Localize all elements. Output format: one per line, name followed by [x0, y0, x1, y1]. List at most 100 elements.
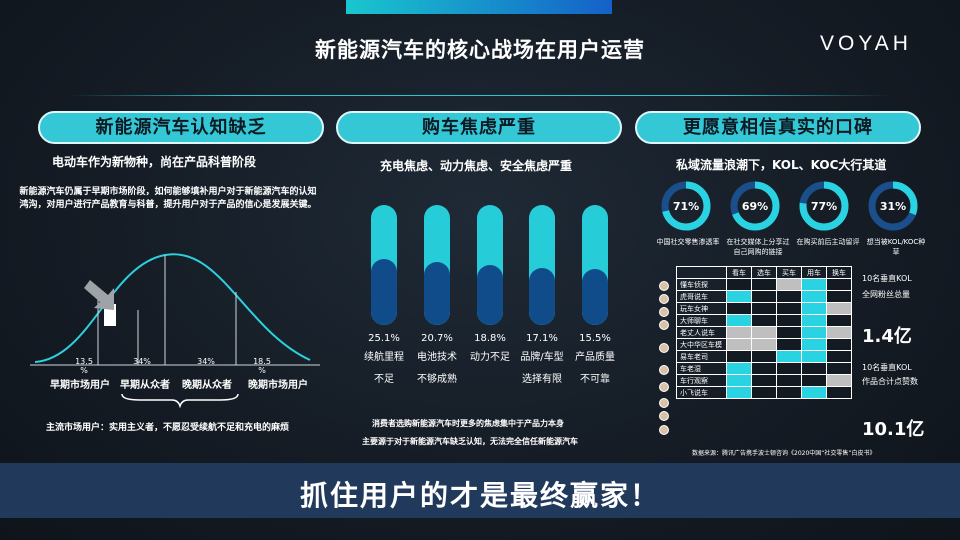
- kol-name: 车行观察: [676, 374, 727, 387]
- avatar: [659, 320, 669, 330]
- matrix-cell: [826, 374, 852, 387]
- pill-purchase-anxiety: 购车焦虑严重: [336, 111, 622, 144]
- matrix-cell: [826, 302, 852, 315]
- donut-label: 在购买前后主动留评: [796, 238, 860, 246]
- donut-value: 77%: [811, 200, 837, 213]
- segment-late-majority: 晚期从众者: [182, 380, 232, 391]
- avatar: [659, 343, 669, 353]
- matrix-cell: [801, 350, 827, 363]
- matrix-cell: [726, 302, 752, 315]
- capsule-value: 25.1%: [368, 333, 400, 344]
- matrix-cell: [751, 386, 777, 399]
- donut-arc: [661, 181, 711, 231]
- matrix-row: 虎哥说车: [676, 290, 852, 303]
- matrix-cell: [801, 374, 827, 387]
- matrix-cell: [776, 374, 802, 387]
- capsule-label: 不可靠: [580, 374, 610, 385]
- majority-brace: [121, 393, 239, 408]
- donut-value: 31%: [880, 200, 906, 213]
- pct-late-majority: 34%: [197, 357, 215, 366]
- kol-likes-line1: 10名垂直KOL: [862, 363, 912, 372]
- matrix-cell: [726, 290, 752, 303]
- avatar: [659, 411, 669, 421]
- avatar: [659, 281, 669, 291]
- kol-fans-value: 1.4亿: [862, 326, 912, 347]
- matrix-cell: [826, 338, 852, 351]
- kol-name: 易车老司: [676, 350, 727, 363]
- avatar: [659, 294, 669, 304]
- matrix-cell: [776, 290, 802, 303]
- kol-likes-line2: 作品合计点赞数: [862, 377, 918, 386]
- matrix-cell: [726, 278, 752, 291]
- donut-label: 中国社交零售渗透率: [656, 238, 720, 246]
- matrix-cell: [801, 278, 827, 291]
- donut-arc: [730, 181, 780, 231]
- matrix-cell: [751, 314, 777, 327]
- donut-arc: [868, 181, 918, 231]
- capsule-quality: [582, 205, 608, 325]
- voyah-logo: VOYAH: [820, 32, 912, 55]
- capsule-label: 产品质量: [575, 352, 615, 363]
- pct-early-majority: 34%: [133, 357, 151, 366]
- pill-word-of-mouth: 更愿意相信真实的口碑: [635, 111, 921, 144]
- kol-name: 懂车侦探: [676, 278, 727, 291]
- capsule-label: 电池技术: [417, 352, 457, 363]
- capsule-label: 续航里程: [364, 352, 404, 363]
- capsule-label: 不足: [374, 374, 394, 385]
- capsule-brand: [529, 205, 555, 325]
- matrix-header: 选车: [751, 266, 777, 279]
- matrix-row: 大师聊车: [676, 314, 852, 327]
- matrix-row: 大中华区车模: [676, 338, 852, 351]
- capsule-value: 15.5%: [579, 333, 611, 344]
- matrix-cell: [826, 326, 852, 339]
- capsule-power: [477, 205, 503, 325]
- capsule-label: 品牌/车型: [520, 352, 564, 363]
- kol-name: 车老湿: [676, 362, 727, 375]
- col2-note-1: 消费者选购新能源汽车时更多的焦虑集中于产品力本身: [372, 419, 564, 428]
- matrix-cell: [726, 326, 752, 339]
- avatar: [659, 365, 669, 375]
- matrix-cell: [726, 338, 752, 351]
- col2-subhead: 充电焦虑、动力焦虑、安全焦虑严重: [380, 159, 573, 173]
- matrix-cell: [751, 350, 777, 363]
- kol-stage-matrix: 看车 选车 买车 用车 换车 懂车侦探 虎哥说车 玩车女神 大师聊车 老丈人说车 大中华区…: [676, 266, 852, 399]
- avatar: [659, 398, 669, 408]
- capsule-label: 选择有限: [522, 374, 562, 385]
- donut-row: 71% 69% 77% 31%: [661, 181, 918, 231]
- donut-label: 想当被KOL/KOC种草: [866, 238, 926, 256]
- matrix-cell: [726, 350, 752, 363]
- matrix-row: 车老湿: [676, 362, 852, 375]
- donut-label: 在社交媒体上分享过自己网购的链接: [726, 238, 790, 256]
- segment-early-majority: 早期从众者: [120, 380, 170, 391]
- matrix-cell: [801, 362, 827, 375]
- adoption-bell-curve: [30, 253, 320, 366]
- capsule-value: 17.1%: [526, 333, 558, 344]
- donut-value: 71%: [673, 200, 699, 213]
- capsule-label: 动力不足: [470, 352, 510, 363]
- segment-late-market: 晚期市场用户: [248, 380, 308, 391]
- kol-name: 大师聊车: [676, 314, 727, 327]
- pct-late-market: 18.5 %: [253, 357, 271, 375]
- segment-early-market: 早期市场用户: [50, 380, 110, 391]
- matrix-row: 玩车女神: [676, 302, 852, 315]
- avatar: [659, 425, 669, 435]
- top-accent-bar: [346, 0, 612, 14]
- matrix-cell: [726, 386, 752, 399]
- slide-title: 新能源汽车的核心战场在用户运营: [315, 37, 645, 62]
- matrix-cell: [751, 362, 777, 375]
- col1-subhead: 电动车作为新物种，尚在产品科普阶段: [52, 155, 257, 169]
- matrix-cell: [801, 302, 827, 315]
- kol-name: 小飞说车: [676, 386, 727, 399]
- matrix-cell: [751, 326, 777, 339]
- matrix-row: 小飞说车: [676, 386, 852, 399]
- slogan-band: [0, 463, 960, 518]
- matrix-cell: [776, 278, 802, 291]
- matrix-cell: [776, 302, 802, 315]
- kol-name: 玩车女神: [676, 302, 727, 315]
- matrix-cell: [751, 278, 777, 291]
- matrix-cell: [751, 338, 777, 351]
- matrix-header: 买车: [776, 266, 802, 279]
- kol-fans-line1: 10名垂直KOL: [862, 274, 912, 283]
- matrix-header: 用车: [801, 266, 827, 279]
- col2-note-2: 主要源于对于新能源汽车缺乏认知，无法完全信任新能源汽车: [362, 437, 578, 446]
